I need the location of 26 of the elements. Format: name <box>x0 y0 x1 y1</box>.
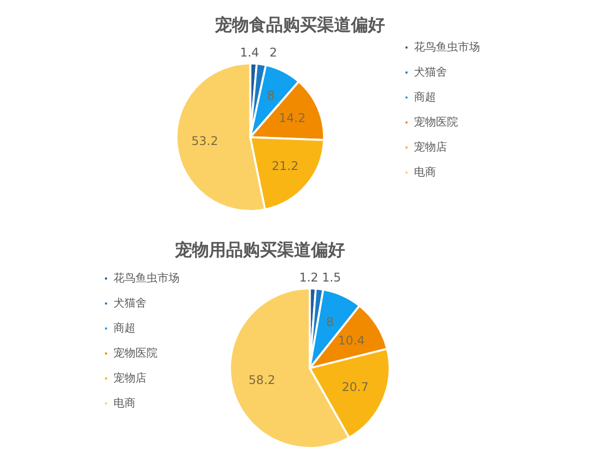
data-label: 8 <box>266 88 275 102</box>
data-label: 14.2 <box>278 111 306 126</box>
chart-title: 宠物用品购买渠道偏好 <box>174 240 345 261</box>
data-label: 1.5 <box>322 270 342 285</box>
data-label: 8 <box>326 315 334 330</box>
legend-label: 商超 <box>414 90 436 104</box>
legend-label: 犬猫舍 <box>114 296 146 310</box>
legend-label: 商超 <box>114 321 136 334</box>
data-label: 1.4 <box>240 46 260 60</box>
legend-label: 电商 <box>114 396 136 410</box>
legend-label: 宠物店 <box>114 371 146 384</box>
data-label: 1.2 <box>299 270 318 285</box>
data-label: 53.2 <box>191 134 218 148</box>
data-label: 58.2 <box>248 372 276 387</box>
legend-label: 花鸟鱼虫市场 <box>414 40 480 54</box>
legend-label: 宠物店 <box>414 140 447 154</box>
legend-label: 犬猫舍 <box>414 65 447 78</box>
legend-label: 花鸟鱼虫市场 <box>114 271 180 284</box>
data-label: 20.7 <box>342 380 369 394</box>
chart-title: 宠物食品购买渠道偏好 <box>214 16 385 36</box>
data-label: 21.2 <box>272 158 298 173</box>
data-label: 2 <box>270 46 278 60</box>
legend-label: 电商 <box>414 165 436 178</box>
data-label: 10.4 <box>338 334 365 348</box>
legend-label: 宠物医院 <box>414 115 458 128</box>
legend-label: 宠物医院 <box>114 346 158 360</box>
